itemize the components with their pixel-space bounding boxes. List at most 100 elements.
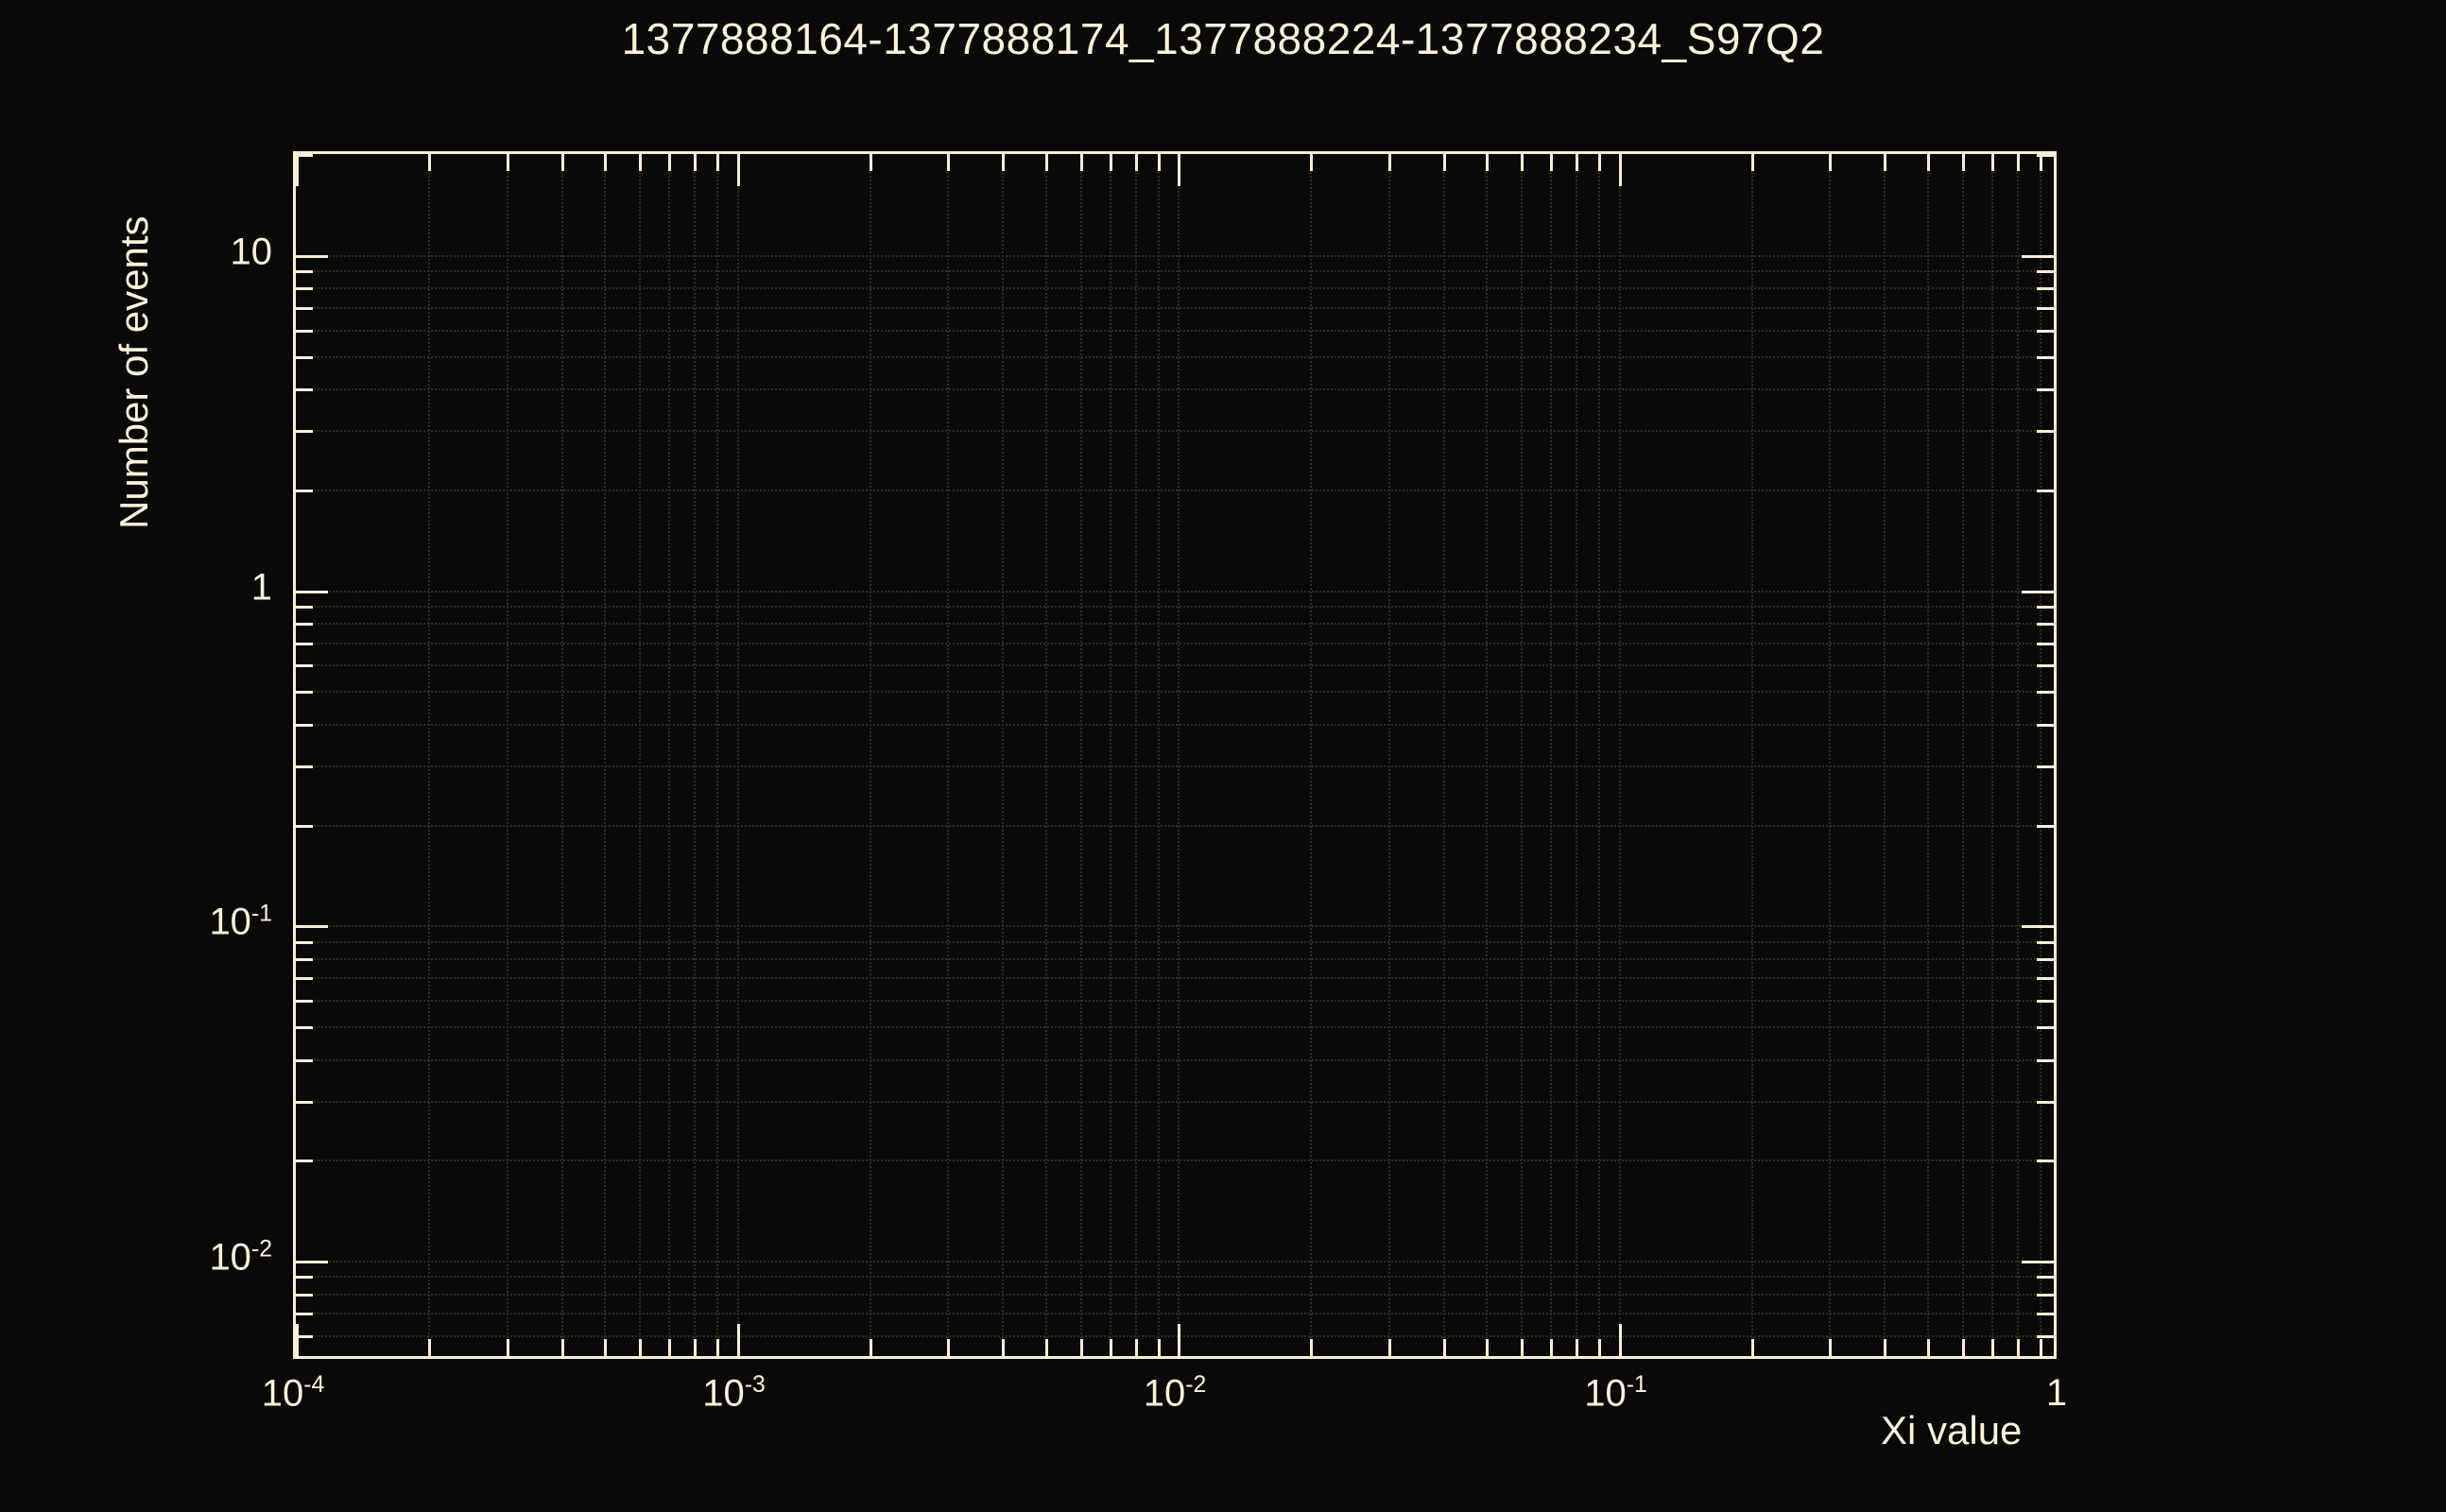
x-axis-tick xyxy=(1044,1339,1048,1356)
grid-line-vertical xyxy=(1750,154,1753,1356)
x-axis-tick xyxy=(1387,154,1391,171)
x-axis-tick xyxy=(1310,1339,1314,1356)
y-axis-tick xyxy=(296,957,313,961)
grid-line-horizontal xyxy=(296,387,2054,390)
y-axis-tick xyxy=(296,306,313,310)
y-axis-tick xyxy=(296,977,313,981)
y-axis-tick xyxy=(296,605,313,609)
grid-line-vertical xyxy=(639,154,641,1356)
grid-line-vertical xyxy=(716,154,719,1356)
y-axis-tick xyxy=(2037,691,2054,695)
grid-line-vertical xyxy=(1618,154,1621,1356)
x-axis-tick xyxy=(716,1339,720,1356)
x-axis-tick xyxy=(1079,1339,1083,1356)
x-axis-tick xyxy=(1044,154,1048,171)
grid-line-vertical xyxy=(428,154,431,1356)
x-axis-tick xyxy=(869,154,872,171)
grid-line-vertical xyxy=(1109,154,1111,1356)
grid-line-vertical xyxy=(947,154,950,1356)
y-axis-tick xyxy=(296,430,313,434)
grid-line-horizontal xyxy=(296,355,2054,358)
x-axis-tick xyxy=(668,154,672,171)
y-axis-tick xyxy=(296,355,313,359)
x-axis-tick xyxy=(560,154,564,171)
x-axis-tick xyxy=(1134,1339,1138,1356)
x-axis-tick xyxy=(1550,154,1554,171)
y-axis-tick xyxy=(2037,1293,2054,1297)
grid-line-horizontal xyxy=(296,664,2054,667)
y-axis-tick xyxy=(2037,664,2054,668)
x-axis-tick xyxy=(1178,1324,1180,1356)
grid-line-vertical xyxy=(506,154,508,1356)
y-axis-tick xyxy=(2037,355,2054,359)
grid-line-vertical xyxy=(1442,154,1445,1356)
x-axis-tick xyxy=(1002,154,1006,171)
grid-line-vertical xyxy=(1486,154,1489,1356)
y-axis-tick xyxy=(296,642,313,645)
grid-line-horizontal xyxy=(296,940,2054,943)
chart-title: 1377888164-1377888174_1377888224-1377888… xyxy=(621,14,1825,63)
grid-line-horizontal xyxy=(296,1293,2054,1296)
grid-line-horizontal xyxy=(296,765,2054,768)
y-tick-label: 10-2 xyxy=(209,1236,272,1279)
grid-line-horizontal xyxy=(296,1000,2054,1003)
x-axis-tick xyxy=(1598,154,1602,171)
y-axis-tick xyxy=(2037,977,2054,981)
x-axis-tick xyxy=(1387,1339,1391,1356)
grid-line-horizontal xyxy=(296,1261,2054,1263)
y-axis-tick xyxy=(296,1100,313,1104)
grid-line-vertical xyxy=(1598,154,1601,1356)
y-axis-tick xyxy=(2037,270,2054,274)
grid-line-vertical xyxy=(604,154,607,1356)
grid-line-vertical xyxy=(1521,154,1523,1356)
x-axis-tick xyxy=(560,1339,564,1356)
x-axis-tick xyxy=(2016,1339,2020,1356)
grid-line-vertical xyxy=(1044,154,1047,1356)
grid-line-vertical xyxy=(869,154,871,1356)
x-axis-tick xyxy=(1576,1339,1579,1356)
y-axis-tick xyxy=(2037,824,2054,828)
x-axis-tick xyxy=(1550,1339,1554,1356)
y-axis-tick xyxy=(2037,765,2054,769)
y-axis-tick xyxy=(2037,387,2054,391)
grid-line-vertical xyxy=(694,154,697,1356)
y-axis-tick xyxy=(296,940,313,944)
grid-line-vertical xyxy=(2039,154,2041,1356)
grid-line-vertical xyxy=(1576,154,1578,1356)
grid-line-horizontal xyxy=(296,590,2054,593)
grid-line-horizontal xyxy=(296,1334,2054,1337)
x-axis-tick xyxy=(869,1339,872,1356)
y-axis-tick xyxy=(2037,1160,2054,1163)
x-axis-tick xyxy=(1310,154,1314,171)
y-axis-tick xyxy=(2037,489,2054,492)
y-axis-tick xyxy=(2037,1276,2054,1280)
y-axis-tick xyxy=(2037,430,2054,434)
grid-line-vertical xyxy=(1310,154,1313,1356)
y-axis-tick xyxy=(296,1160,313,1163)
x-axis-tick xyxy=(1829,1339,1833,1356)
x-axis-tick xyxy=(1486,1339,1490,1356)
x-axis-tick xyxy=(947,154,951,171)
y-axis-tick xyxy=(2037,306,2054,310)
grid-line-vertical xyxy=(1079,154,1082,1356)
y-axis-tick xyxy=(2022,1261,2054,1264)
y-axis-tick xyxy=(296,664,313,668)
grid-line-horizontal xyxy=(296,977,2054,980)
y-axis-tick xyxy=(2037,154,2054,157)
y-axis-tick xyxy=(296,824,313,828)
x-axis-tick xyxy=(1884,154,1887,171)
x-axis-tick xyxy=(1618,154,1622,186)
grid-line-horizontal xyxy=(296,489,2054,491)
x-tick-label: 1 xyxy=(2045,1372,2068,1414)
grid-line-horizontal xyxy=(296,1058,2054,1061)
x-axis-tick xyxy=(1576,154,1579,171)
y-axis-tick xyxy=(2037,1313,2054,1316)
grid-line-horizontal xyxy=(296,691,2054,694)
x-axis-tick xyxy=(604,154,608,171)
x-axis-tick xyxy=(736,154,740,186)
grid-line-horizontal xyxy=(296,723,2054,726)
x-axis-tick xyxy=(1079,154,1083,171)
y-axis-tick xyxy=(296,329,313,333)
x-axis-tick xyxy=(1521,1339,1524,1356)
grid-line-horizontal xyxy=(296,329,2054,332)
